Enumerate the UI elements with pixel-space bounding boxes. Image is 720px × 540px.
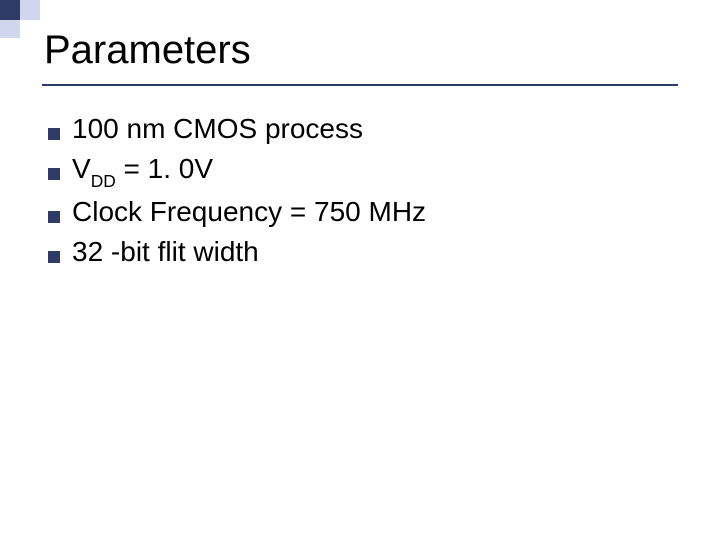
list-item-text: Clock Frequency = 750 MHz <box>72 193 426 231</box>
corner-square-dark <box>0 0 20 20</box>
title-underline <box>42 84 678 86</box>
slide: Parameters 100 nm CMOS process VDD = 1. … <box>0 0 720 540</box>
list-item: 32 -bit flit width <box>48 233 668 271</box>
list-item-text: 32 -bit flit width <box>72 233 259 271</box>
list-item: VDD = 1. 0V <box>48 150 668 191</box>
square-bullet-icon <box>48 211 60 223</box>
square-bullet-icon <box>48 168 60 180</box>
bullet-list: 100 nm CMOS process VDD = 1. 0V Clock Fr… <box>48 110 668 272</box>
list-item-text: 100 nm CMOS process <box>72 110 363 148</box>
list-item: Clock Frequency = 750 MHz <box>48 193 668 231</box>
corner-square-light-bottom <box>0 20 20 38</box>
list-item: 100 nm CMOS process <box>48 110 668 148</box>
slide-title: Parameters <box>44 28 251 73</box>
list-item-text: VDD = 1. 0V <box>72 150 213 191</box>
square-bullet-icon <box>48 128 60 140</box>
square-bullet-icon <box>48 251 60 263</box>
corner-square-light-right <box>20 0 40 20</box>
corner-decoration <box>0 0 40 38</box>
